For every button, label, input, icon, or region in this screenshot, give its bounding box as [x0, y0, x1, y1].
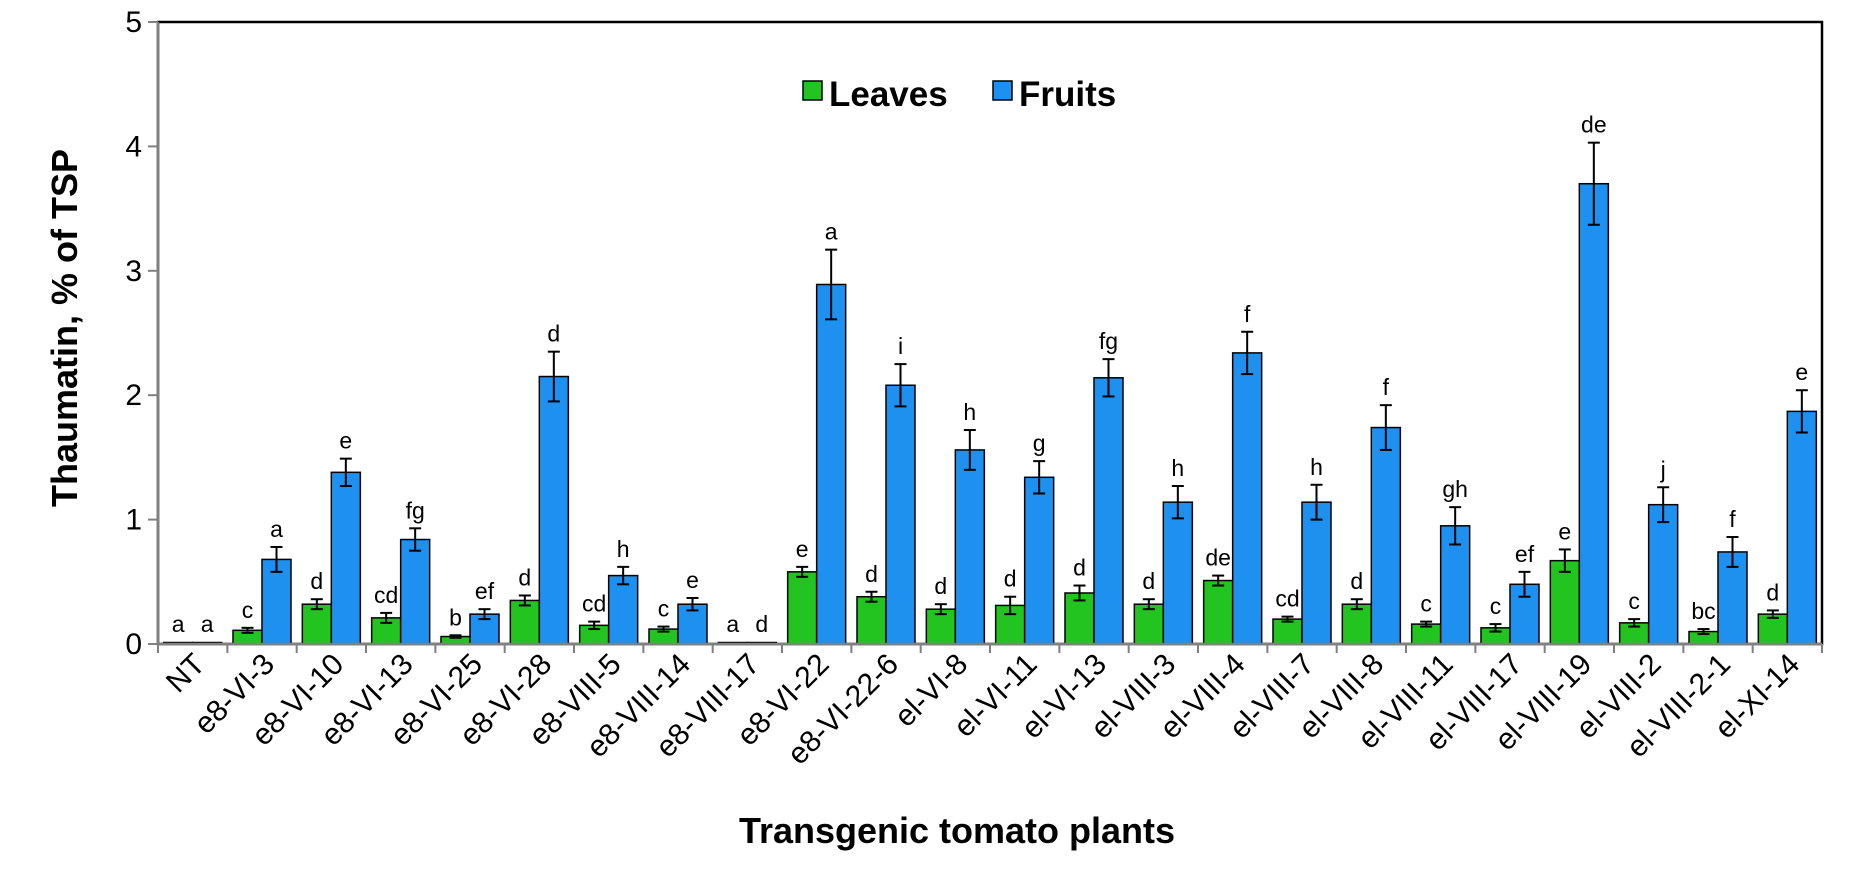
- significance-letter: b: [449, 604, 462, 630]
- bar-fruits: [954, 449, 986, 645]
- significance-letter: f: [1244, 301, 1251, 327]
- significance-letter: d: [934, 573, 947, 599]
- significance-letter: d: [1073, 555, 1086, 581]
- significance-letter: ef: [475, 578, 495, 604]
- significance-letter: a: [201, 611, 214, 637]
- y-tick-label: 4: [125, 130, 142, 163]
- significance-letter: c: [242, 597, 254, 623]
- significance-letter: c: [1490, 593, 1502, 619]
- significance-letter: e: [339, 428, 352, 454]
- significance-letter: fg: [406, 497, 425, 523]
- bar-fruits: [330, 471, 362, 645]
- significance-letter: e: [796, 536, 809, 562]
- bar-fruits: [1231, 352, 1263, 645]
- bar-leaves: [1133, 603, 1165, 645]
- bar-fruits: [815, 283, 847, 645]
- bar-fruits: [607, 574, 639, 645]
- category-label: NT: [160, 648, 212, 700]
- significance-letter: f: [1383, 374, 1390, 400]
- significance-letter: c: [1628, 588, 1640, 614]
- significance-letter: fg: [1099, 328, 1118, 354]
- bar-fruits: [1786, 410, 1818, 645]
- bar-leaves: [509, 599, 541, 645]
- significance-letter: c: [658, 596, 670, 622]
- y-tick-label: 1: [125, 504, 142, 537]
- bar-fruits: [1162, 501, 1194, 645]
- bar-fruits: [885, 384, 916, 645]
- bar-fruits: [1578, 182, 1610, 645]
- legend-swatch-leaves: [802, 80, 823, 101]
- legend-label-fruits: Fruits: [1019, 75, 1116, 114]
- significance-letter: d: [755, 611, 768, 637]
- significance-letter: d: [1766, 579, 1779, 605]
- significance-letter: i: [898, 333, 903, 359]
- bar-leaves: [1272, 618, 1303, 645]
- significance-letter: ef: [1515, 541, 1535, 567]
- y-tick-label: 3: [125, 255, 142, 288]
- x-axis-title: Transgenic tomato plants: [739, 810, 1175, 851]
- y-tick-label: 2: [125, 379, 142, 412]
- significance-letter: h: [617, 536, 630, 562]
- significance-letter: cd: [1275, 586, 1299, 612]
- significance-letter: d: [1350, 568, 1363, 594]
- significance-letter: d: [518, 564, 531, 590]
- significance-letter: de: [1205, 545, 1231, 571]
- legend-swatch-fruits: [992, 80, 1013, 101]
- significance-letter: d: [547, 321, 560, 347]
- bar-fruits: [1023, 476, 1055, 645]
- significance-letter: a: [726, 611, 739, 637]
- significance-letter: gh: [1442, 476, 1468, 502]
- bar-leaves: [856, 595, 887, 645]
- significance-letter: a: [172, 611, 185, 637]
- significance-letter: d: [1142, 568, 1155, 594]
- bar-fruits: [399, 538, 431, 645]
- bar-leaves: [1202, 579, 1234, 645]
- significance-letter: d: [1004, 566, 1017, 592]
- significance-letter: h: [1310, 454, 1323, 480]
- significance-letter: d: [310, 568, 323, 594]
- significance-letter: f: [1729, 506, 1736, 532]
- significance-letter: a: [825, 219, 838, 245]
- y-tick-label: 0: [125, 628, 142, 661]
- significance-letter: cd: [374, 582, 398, 608]
- significance-letter: h: [963, 399, 976, 425]
- x-axis: NTe8-VI-3e8-VI-10e8-VI-13e8-VI-25e8-VI-2…: [157, 642, 1823, 771]
- significance-letter: a: [270, 516, 283, 542]
- significance-letter: e: [686, 567, 699, 593]
- y-tick-label: 5: [125, 6, 142, 39]
- bar-leaves: [1549, 559, 1581, 645]
- significance-letter: cd: [582, 591, 606, 617]
- significance-letter: j: [1660, 456, 1666, 482]
- bar-fruits: [1647, 503, 1679, 645]
- significance-letter: de: [1581, 112, 1607, 138]
- significance-letter: h: [1171, 455, 1184, 481]
- significance-letter: bc: [1691, 598, 1715, 624]
- y-axis: 0 1 2 3 4 5: [125, 6, 160, 661]
- bar-leaves: [786, 571, 818, 645]
- bar-fruits: [1370, 426, 1402, 645]
- bar-fruits: [1093, 377, 1124, 645]
- significance-letter: d: [865, 561, 878, 587]
- legend-label-leaves: Leaves: [829, 75, 948, 114]
- y-axis-title: Thaumatin, % of TSP: [44, 149, 85, 507]
- significance-letter: e: [1795, 359, 1808, 385]
- bar-fruits: [538, 375, 570, 645]
- bar-fruits: [1301, 501, 1332, 645]
- significance-letter: c: [1420, 591, 1432, 617]
- legend: Leaves Fruits: [802, 75, 1116, 114]
- significance-letter: g: [1033, 430, 1046, 456]
- significance-letter: e: [1558, 518, 1571, 544]
